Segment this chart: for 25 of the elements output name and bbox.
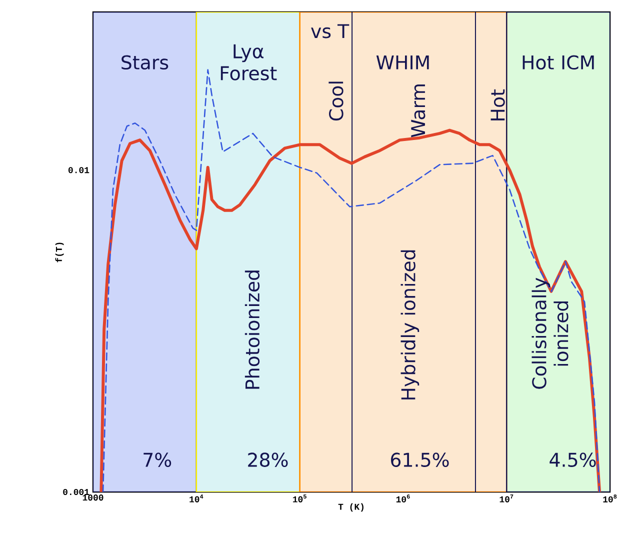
y-axis-title: f(T) xyxy=(55,242,64,262)
x-tick-label: 1000 xyxy=(82,494,104,501)
annotation: vs T xyxy=(311,24,350,38)
x-axis-title: T (K) xyxy=(338,503,364,512)
annotation: Photoionized xyxy=(244,270,260,389)
annotation: Cool xyxy=(328,82,344,121)
annotation: Warm xyxy=(411,84,426,138)
x-tick-label: 10$^{5}$ xyxy=(293,494,306,502)
x-tick-label: 10$^{4}$ xyxy=(190,494,204,502)
annotation: 28% xyxy=(248,452,288,467)
x-tick-label: 10$^{6}$ xyxy=(396,494,410,502)
annotation: Collisionally ionized xyxy=(532,278,568,389)
band-label: WHIM xyxy=(376,55,429,70)
annotation: 61.5% xyxy=(391,452,449,467)
band-label: Stars xyxy=(122,55,168,70)
band-label: Hot ICM xyxy=(522,55,594,70)
y-tick-label: 0.01 xyxy=(68,167,90,174)
x-tick-label: 10$^{8}$ xyxy=(603,494,617,502)
annotation: Hybridly ionized xyxy=(400,250,420,400)
annotation: 4.5% xyxy=(550,452,596,467)
band-label: Lyα Forest xyxy=(220,44,277,80)
x-tick-label: 10$^{7}$ xyxy=(500,494,514,502)
annotation: Hot xyxy=(490,89,505,120)
annotation: 7% xyxy=(144,452,172,467)
y-tick-label: 0.001 xyxy=(63,488,90,496)
